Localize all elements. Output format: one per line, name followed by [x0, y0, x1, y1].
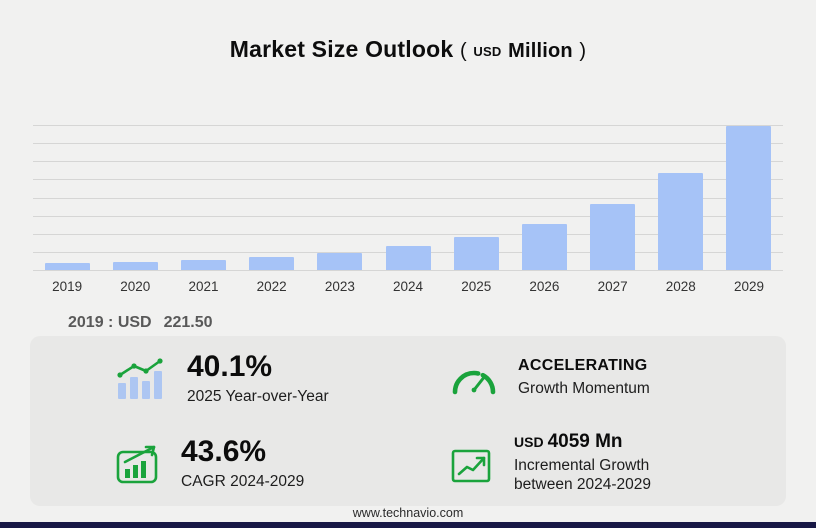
stat-label-momentum: Growth Momentum	[518, 380, 650, 398]
bar-2022	[249, 257, 295, 270]
bar-chart: 2019 2020 2021 2022 2023 2024 2025 2026 2027 2028…	[33, 125, 783, 294]
title-unit: ( USD Million )	[460, 36, 586, 62]
bar-2026	[521, 223, 567, 270]
stat-text: 43.6% CAGR 2024-2029	[181, 436, 304, 491]
cagr-chart-icon	[115, 443, 161, 485]
bar-2019	[44, 263, 90, 270]
gridline	[33, 197, 783, 199]
title-unit-name: Million	[508, 40, 573, 62]
gridline	[33, 161, 783, 163]
bar-slot	[715, 125, 783, 270]
bar-2023	[317, 253, 363, 270]
growth-arrow-icon	[450, 444, 494, 484]
title-open-paren: (	[459, 40, 467, 62]
annotation-label: 2019 : USD	[68, 314, 152, 331]
bar-slot	[374, 125, 442, 270]
bar-slot	[101, 125, 169, 270]
footer-url: www.technavio.com	[352, 506, 464, 520]
stats-panel: 40.1% 2025 Year-over-Year ACCELERATING G…	[30, 336, 786, 506]
x-axis-label-2027: 2027	[597, 279, 628, 294]
title-unit-currency: USD	[473, 44, 502, 59]
x-axis-label-2020: 2020	[120, 279, 151, 294]
speedometer-icon	[450, 363, 498, 395]
stat-text: ACCELERATING Growth Momentum	[518, 358, 650, 398]
gridline	[33, 233, 783, 235]
stat-growth-momentum: ACCELERATING Growth Momentum	[408, 336, 786, 421]
stat-text: 40.1% 2025 Year-over-Year	[187, 351, 329, 406]
stat-text: USD 4059 Mn Incremental Growth between 20…	[514, 432, 651, 495]
bar-slot	[33, 125, 101, 270]
bar-slot	[647, 125, 715, 270]
bar-trend-icon	[115, 356, 167, 402]
x-axis-label-2026: 2026	[529, 279, 560, 294]
value-2019-annotation: 2019 : USD 221.50	[68, 314, 213, 332]
x-axis-label-2022: 2022	[256, 279, 287, 294]
bar-2024	[385, 246, 431, 270]
bar-2029	[726, 126, 772, 270]
x-axis-label-2019: 2019	[52, 279, 83, 294]
chart-bars	[33, 125, 783, 270]
bar-slot	[169, 125, 237, 270]
x-axis-label-2029: 2029	[733, 279, 764, 294]
stat-value-incremental: USD 4059 Mn	[514, 432, 651, 452]
x-axis-label-2023: 2023	[324, 279, 355, 294]
gridline	[33, 143, 783, 145]
bottom-accent-bar	[0, 522, 816, 528]
bar-slot	[306, 125, 374, 270]
x-axis-label-2025: 2025	[461, 279, 492, 294]
bar-slot	[579, 125, 647, 270]
bar-2025	[453, 237, 499, 270]
stat-label-incremental-1: Incremental Growth	[514, 457, 650, 475]
gridline	[33, 125, 783, 126]
gridline	[33, 179, 783, 181]
stat-incremental-growth: USD 4059 Mn Incremental Growth between 20…	[408, 421, 786, 506]
bar-2027	[590, 204, 636, 270]
bar-slot	[442, 125, 510, 270]
bar-2028	[658, 173, 704, 270]
stat-label-incremental-2: between 2024-2029	[514, 476, 652, 494]
stat-label-yoy: 2025 Year-over-Year	[187, 387, 329, 405]
annotation-value: 221.50	[163, 314, 213, 331]
x-axis-label-2024: 2024	[393, 279, 424, 294]
incremental-amount: 4059 Mn	[547, 431, 623, 453]
bar-2020	[112, 262, 158, 270]
stat-value-cagr: 43.6%	[181, 435, 267, 469]
stat-yoy-growth: 40.1% 2025 Year-over-Year	[30, 336, 408, 421]
bar-slot	[510, 125, 578, 270]
stat-value-momentum: ACCELERATING	[518, 357, 648, 375]
title-main: Market Size Outlook	[229, 36, 454, 62]
bar-slot	[238, 125, 306, 270]
gridline	[33, 215, 783, 217]
chart-plot-area	[33, 125, 783, 271]
stat-label-cagr: CAGR 2024-2029	[181, 472, 305, 490]
gridline	[33, 270, 783, 271]
chart-x-axis: 2019 2020 2021 2022 2023 2024 2025 2026 2027 2028…	[33, 279, 783, 294]
x-axis-label-2028: 2028	[665, 279, 696, 294]
title-close-paren: )	[579, 40, 587, 62]
x-axis-label-2021: 2021	[188, 279, 219, 294]
page-title: Market Size Outlook ( USD Million )	[0, 36, 816, 63]
incremental-currency: USD	[514, 434, 544, 451]
stat-value-yoy: 40.1%	[187, 350, 273, 384]
stat-cagr: 43.6% CAGR 2024-2029	[30, 421, 408, 506]
bar-2021	[180, 260, 226, 270]
